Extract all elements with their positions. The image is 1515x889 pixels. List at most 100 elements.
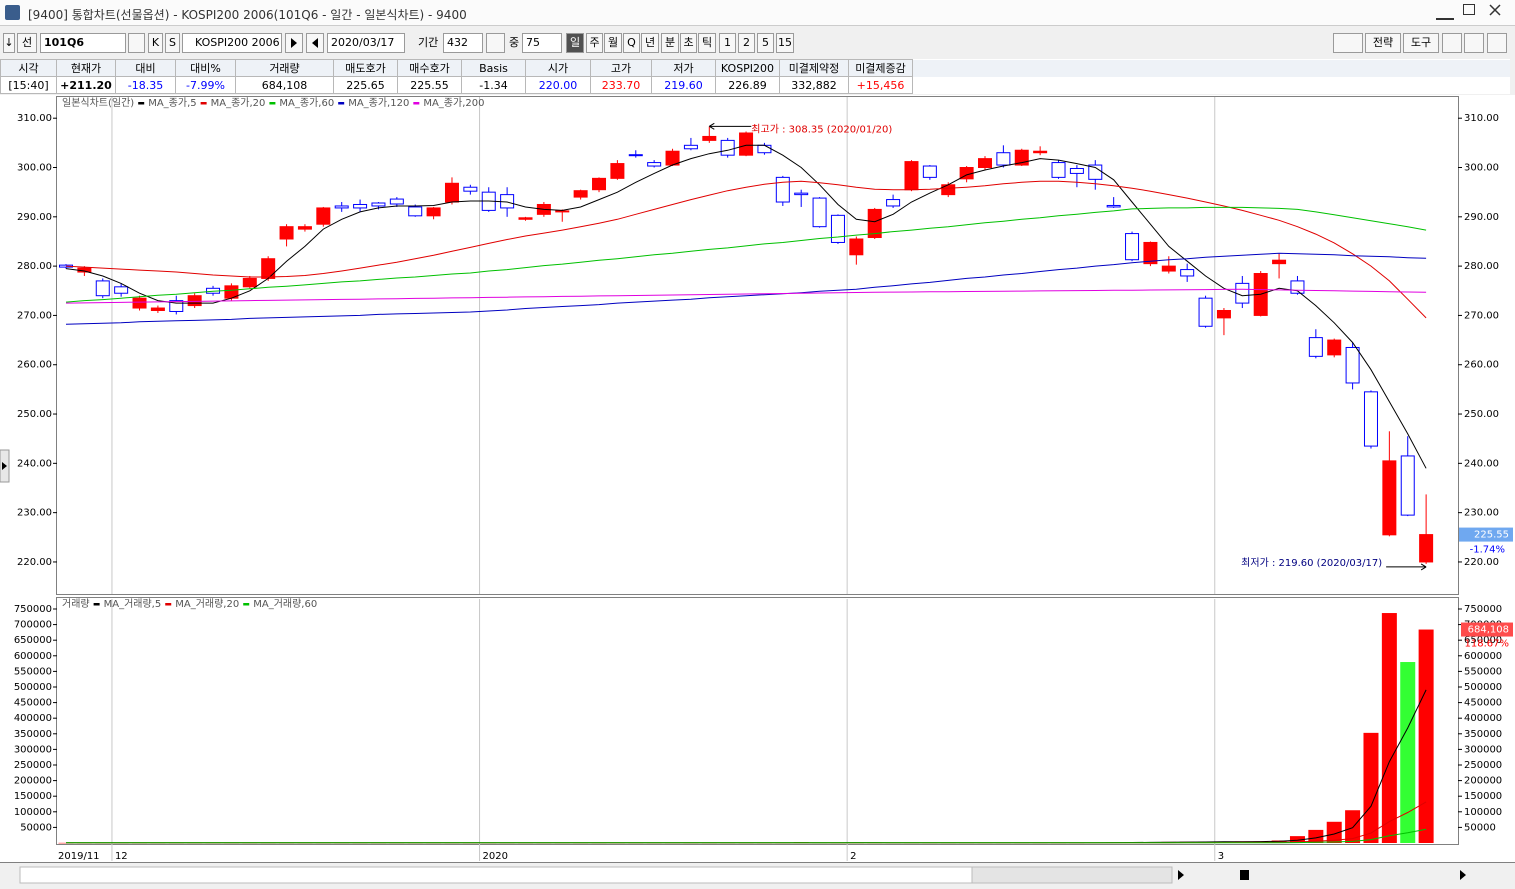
- strategy-button[interactable]: 전략: [1365, 33, 1401, 53]
- interval-button[interactable]: 5: [757, 33, 774, 53]
- s-button[interactable]: S: [165, 33, 180, 53]
- volume-bar: [1345, 810, 1361, 843]
- quote-header: Basis: [461, 59, 526, 77]
- y-tick-label: 350000: [14, 729, 52, 740]
- y-tick-label-right: 650000: [1464, 635, 1502, 646]
- quote-row: [15:40] +211.20 -18.35 -7.99% 684,108 225.65 2…: [0, 76, 1510, 94]
- next-button[interactable]: [285, 33, 303, 53]
- prev-button[interactable]: [306, 33, 324, 53]
- change-label: -1.74%: [1470, 545, 1505, 556]
- candle-body: [353, 203, 368, 209]
- candle-body: [242, 277, 257, 288]
- candle-body: [297, 226, 312, 230]
- interval-button[interactable]: 2: [738, 33, 755, 53]
- y-tick-label: 50000: [20, 822, 52, 833]
- volume-bar: [1381, 613, 1397, 843]
- last-volume-box: [1461, 622, 1513, 637]
- interval-button[interactable]: 1: [719, 33, 736, 53]
- interval-button[interactable]: 일: [566, 33, 584, 53]
- y-tick-label: 290.00: [17, 212, 52, 223]
- interval-button[interactable]: 틱: [698, 33, 716, 53]
- candle-body: [1051, 162, 1066, 178]
- line-button[interactable]: 선: [17, 33, 37, 53]
- period-label: 기간: [418, 36, 439, 49]
- interval-button[interactable]: 초: [680, 33, 697, 53]
- tools-button[interactable]: 도구: [1403, 33, 1439, 53]
- legend-marker: [413, 102, 420, 105]
- search-button[interactable]: [128, 33, 145, 53]
- y-tick-label-right: 200000: [1464, 776, 1502, 787]
- candle-body: [867, 208, 882, 239]
- minimize[interactable]: [1436, 4, 1454, 20]
- y-tick-label: 240.00: [17, 458, 52, 469]
- y-tick-label-right: 250000: [1464, 760, 1502, 771]
- maximize[interactable]: [1463, 4, 1475, 15]
- volume-bar: [1400, 662, 1416, 843]
- grid-button[interactable]: [486, 33, 505, 53]
- y-tick-label: 400000: [14, 713, 52, 724]
- next-icon: [291, 38, 297, 48]
- y-tick-label-right: 250.00: [1464, 409, 1499, 420]
- candle-body: [1308, 337, 1323, 357]
- settings-button[interactable]: [1487, 33, 1507, 53]
- quote-header: 현재가: [56, 59, 116, 77]
- interval-button[interactable]: 년: [641, 33, 659, 53]
- open-button[interactable]: [1442, 33, 1462, 53]
- quote-value: 332,882: [779, 76, 849, 94]
- candle-body: [261, 258, 276, 279]
- ma-line: [66, 828, 1427, 844]
- date-input[interactable]: 2020/03/17: [327, 33, 405, 53]
- candle-body: [1161, 265, 1176, 272]
- y-tick-label-right: 290.00: [1464, 212, 1499, 223]
- arrow-button[interactable]: ↓: [3, 33, 15, 53]
- quote-value: 220.00: [525, 76, 591, 94]
- interval-button[interactable]: 주: [586, 33, 603, 53]
- quote-value: 225.55: [397, 76, 462, 94]
- candle-body: [95, 280, 110, 297]
- k-button[interactable]: K: [148, 33, 163, 53]
- candle-body: [334, 205, 349, 209]
- ma-line: [65, 288, 1427, 304]
- y-tick-label-right: 220.00: [1464, 557, 1499, 568]
- legend-label: MA_종가,20: [211, 97, 266, 109]
- candle-body: [757, 144, 772, 154]
- quote-header: 미결제증감: [848, 59, 913, 77]
- count-input[interactable]: 75: [522, 33, 562, 53]
- volume-bar: [1363, 732, 1379, 843]
- window-title: [9400] 통합차트(선물옵션) - KOSPI200 2006(101Q6 …: [28, 8, 467, 22]
- y-tick-label-right: 350000: [1464, 729, 1502, 740]
- quote-value: +15,456: [848, 76, 913, 94]
- period-input[interactable]: 432: [443, 33, 483, 53]
- scroll-thumb[interactable]: [971, 866, 1173, 884]
- quote-header: 저가: [651, 59, 716, 77]
- x-tick-label: 3: [1218, 851, 1224, 862]
- candle-body: [610, 163, 625, 179]
- candle-body: [978, 158, 992, 169]
- legend-label: MA_거래량,60: [253, 598, 317, 610]
- title-bar: [9400] 통합차트(선물옵션) - KOSPI200 2006(101Q6 …: [0, 0, 1515, 26]
- high-arrow: [709, 122, 752, 130]
- quote-row: 시각 현재가 대비 대비% 거래량 매도호가 매수호가 Basis 시가 고가 저가 KOSPI200…: [0, 59, 1510, 77]
- save-button[interactable]: [1464, 33, 1484, 53]
- close[interactable]: [1488, 2, 1502, 18]
- ma-line: [65, 206, 1427, 303]
- candle-body: [316, 207, 331, 225]
- candle-body: [628, 154, 643, 157]
- interval-button[interactable]: 분: [661, 33, 679, 53]
- y-tick-label-right: 230.00: [1464, 508, 1499, 519]
- interval-button[interactable]: 15: [776, 33, 794, 53]
- price-panel: [56, 96, 1459, 595]
- candle-body: [812, 197, 827, 228]
- legend-marker: [269, 102, 276, 105]
- side-toggle-icon: [2, 462, 7, 470]
- code-input[interactable]: 101Q6: [40, 33, 126, 53]
- interval-button[interactable]: 월: [604, 33, 622, 53]
- candle-body: [720, 139, 735, 156]
- y-tick-label-right: 300.00: [1464, 163, 1499, 174]
- scroll-track[interactable]: [19, 866, 973, 884]
- interval-button[interactable]: Q: [623, 33, 640, 53]
- cloud-button[interactable]: [1333, 33, 1363, 53]
- quote-header: KOSPI200: [715, 59, 780, 77]
- ma-line: [65, 180, 1427, 319]
